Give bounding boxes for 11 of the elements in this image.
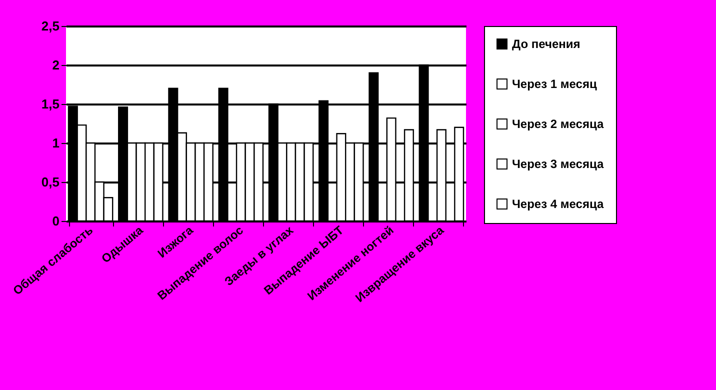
- y-tick-label: 1: [52, 136, 60, 150]
- y-tick-label: 0,5: [41, 174, 60, 190]
- legend-label: До печения: [512, 37, 580, 51]
- legend-label: Через 4 месяца: [512, 197, 604, 211]
- legend-label: Через 1 месяц: [512, 77, 598, 91]
- legend-label: Через 2 месяца: [512, 117, 604, 131]
- y-tick-label: 0: [52, 214, 60, 228]
- y-tick-label: 2,5: [41, 18, 60, 34]
- y-tick-label: 1,5: [41, 96, 60, 112]
- legend-label: Через 3 месяца: [512, 157, 604, 171]
- y-tick-label: 2: [52, 58, 60, 72]
